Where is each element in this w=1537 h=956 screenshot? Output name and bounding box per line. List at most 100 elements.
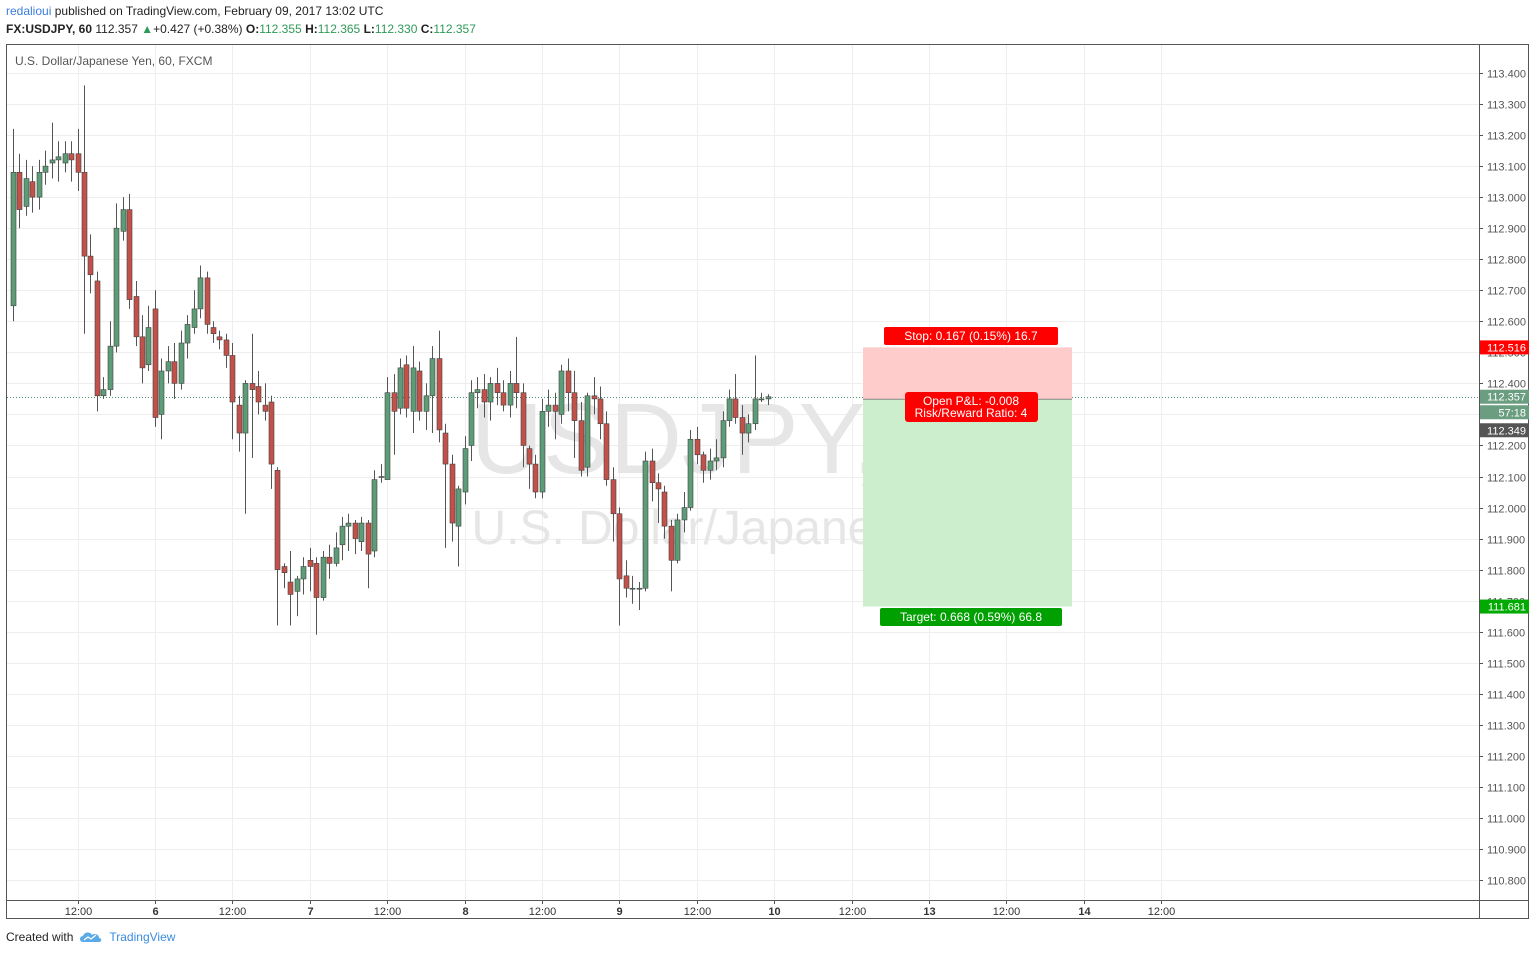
candle-body xyxy=(429,358,436,397)
candle-body xyxy=(120,209,127,232)
y-tick-label: 111.300 xyxy=(1487,721,1525,733)
y-tick-label: 111.000 xyxy=(1487,814,1525,826)
candle-body xyxy=(642,460,649,589)
candle-body xyxy=(81,172,88,257)
open-value: 112.355 xyxy=(259,22,302,36)
x-tick-label: 12:00 xyxy=(684,906,712,918)
candle-body xyxy=(494,383,501,393)
candle-body xyxy=(294,578,301,592)
candle xyxy=(726,389,733,427)
candle-body xyxy=(55,156,62,161)
tradingview-link[interactable]: TradingView xyxy=(109,930,176,944)
candle-body xyxy=(29,181,36,198)
open-label: O: xyxy=(245,22,260,36)
candle-body xyxy=(384,392,391,480)
candle-body xyxy=(707,460,714,471)
candle-body xyxy=(62,153,69,164)
candle-body xyxy=(565,370,572,393)
candle xyxy=(384,377,391,480)
close-value: 112.357 xyxy=(433,22,476,36)
candle-body xyxy=(126,209,133,300)
candle xyxy=(758,392,765,403)
candle xyxy=(62,141,69,173)
x-tick-label: 12:00 xyxy=(529,906,557,918)
candle xyxy=(462,436,469,505)
candle-body xyxy=(629,587,636,590)
symbol-quote-line: FX:USDJPY, 60 112.357 ▲+0.427 (+0.38%) O… xyxy=(6,22,476,36)
candle xyxy=(204,271,211,334)
candle-body xyxy=(16,172,23,210)
candle-body xyxy=(539,411,546,493)
candle xyxy=(745,414,752,443)
candle-body xyxy=(726,398,733,421)
candle xyxy=(584,392,591,477)
x-tick-label: 12:00 xyxy=(839,906,867,918)
short-position-tool[interactable]: Stop: 0.167 (0.15%) 16.7 Target: 0.668 (0… xyxy=(863,327,1072,626)
candle-body xyxy=(455,488,462,527)
x-tick-label: 12:00 xyxy=(1148,906,1176,918)
candle xyxy=(107,321,114,396)
candle xyxy=(694,426,701,465)
candle xyxy=(474,377,481,409)
candle-body xyxy=(236,404,243,434)
candle xyxy=(229,343,236,440)
stop-label-bg xyxy=(884,327,1058,345)
candle xyxy=(210,321,217,344)
candle-body xyxy=(36,172,43,198)
candle xyxy=(145,305,152,371)
last-price: 112.357 xyxy=(95,22,138,36)
high-label: H: xyxy=(305,22,318,36)
candle xyxy=(397,358,404,415)
candle xyxy=(197,265,204,319)
price-axis[interactable]: 110.800 110.900 111.000 111.100 111.200 111.3… xyxy=(1479,69,1526,888)
time-axis[interactable]: 12:00 6 12:00 7 12:00 8 12:00 9 12:00 10 12:00 13 12… xyxy=(65,900,1176,918)
candle-body xyxy=(739,417,746,434)
candle-body xyxy=(681,507,688,521)
y-tick-label: 110.900 xyxy=(1487,845,1526,857)
candle-body xyxy=(597,398,604,425)
candle-body xyxy=(558,370,565,415)
author-link[interactable]: redalioui xyxy=(6,4,52,18)
candle-body xyxy=(242,383,249,434)
candle-body xyxy=(171,361,178,384)
candle-body xyxy=(223,339,230,356)
candle-body xyxy=(133,296,140,338)
candle-body xyxy=(655,482,662,490)
price-label-bg xyxy=(1480,599,1529,614)
candle xyxy=(558,364,565,424)
created-with-text: Created with xyxy=(6,930,74,944)
candle-body xyxy=(513,383,520,393)
close-label: C: xyxy=(420,22,434,36)
candle xyxy=(158,358,165,440)
x-tick-label: 12:00 xyxy=(374,906,402,918)
candle-body xyxy=(320,556,327,598)
price-label: 112.357 xyxy=(1480,389,1529,404)
published-text: published on TradingView.com, February 0… xyxy=(54,4,384,18)
candle-body xyxy=(474,389,481,393)
candle xyxy=(16,153,23,229)
candle-body xyxy=(204,277,211,325)
candle xyxy=(481,374,488,418)
candle-body xyxy=(145,327,152,366)
candle-body xyxy=(668,525,675,561)
candle-body xyxy=(468,392,475,446)
candle xyxy=(578,402,585,477)
price-label-bg xyxy=(1480,423,1529,438)
candle-body xyxy=(68,153,75,161)
candle xyxy=(191,290,198,334)
candle-body xyxy=(158,370,165,415)
candle xyxy=(655,473,662,524)
candle xyxy=(126,194,133,309)
candle xyxy=(75,128,82,191)
candle-body xyxy=(216,336,223,341)
up-triangle-icon: ▲ xyxy=(141,22,154,36)
candle xyxy=(365,519,372,589)
y-tick-label: 112.000 xyxy=(1487,504,1526,516)
candle-body xyxy=(552,404,559,412)
candle xyxy=(674,513,681,564)
candle-body xyxy=(713,457,720,462)
chart-frame xyxy=(6,44,1529,919)
candle xyxy=(307,547,314,592)
